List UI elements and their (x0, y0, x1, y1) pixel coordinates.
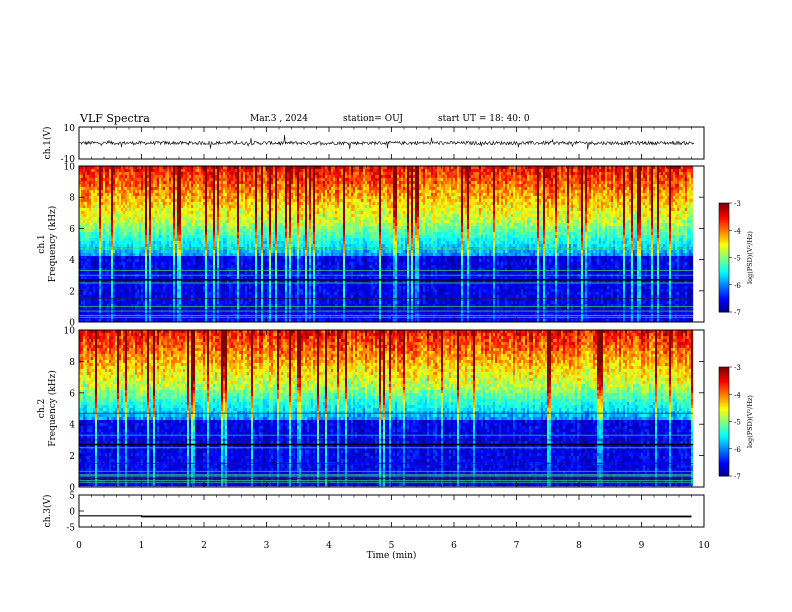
y-tick-label: 2 (69, 287, 75, 297)
colorbar-tick-label: -4 (734, 227, 741, 235)
y-tick-label: 6 (69, 389, 75, 399)
x-tick-label: 1 (139, 541, 145, 551)
y-tick-label: 5 (69, 492, 75, 502)
y-tick-label: 4 (69, 421, 75, 431)
x-tick-label: 7 (514, 541, 520, 551)
colorbar-tick-label: -5 (734, 419, 741, 427)
colorbar-tick-label: -4 (734, 391, 741, 399)
colorbar-tick-label: -3 (734, 364, 741, 372)
colorbar-tick-label: -5 (734, 255, 741, 263)
x-tick-label: 5 (389, 541, 395, 551)
y-axis-label: ch.1(V) (42, 127, 53, 160)
vlf-spectra-figure: 10-10ch.1(V)0246810ch.1 Frequency (kHz)-3… (0, 0, 792, 612)
y-tick-label: 10 (64, 327, 76, 337)
y-tick-label: 6 (69, 225, 75, 235)
y-axis-label: Frequency (kHz) (47, 206, 58, 283)
x-tick-label: 4 (326, 541, 332, 551)
no-data-region (693, 330, 704, 487)
x-tick-label: 10 (698, 541, 710, 551)
y-tick-label: 10 (64, 124, 76, 134)
colorbar-label: log(PSD)(V²/Hz) (746, 395, 754, 448)
y-axis-label: Frequency (kHz) (47, 370, 58, 447)
ch1-spectrogram (79, 166, 704, 322)
colorbar-tick-label: -6 (734, 282, 741, 290)
colorbar-tick-label: -7 (734, 473, 741, 481)
x-tick-label: 3 (264, 541, 270, 551)
x-tick-label: 6 (451, 541, 457, 551)
colorbar-label: log(PSD)(V²/Hz) (746, 231, 754, 284)
colorbar-tick-label: -6 (734, 446, 741, 454)
ch3-thick-band (142, 516, 692, 518)
x-tick-label: 0 (76, 541, 82, 551)
y-tick-label: 8 (69, 358, 75, 368)
colorbar-tick-label: -7 (734, 309, 741, 317)
y-tick-label: 4 (69, 256, 75, 266)
y-tick-label: -5 (66, 524, 75, 534)
ch2-spectrogram (79, 330, 704, 487)
ch1-waveform-series (80, 135, 695, 150)
no-data-region (693, 166, 704, 322)
x-tick-label: 2 (201, 541, 207, 551)
y-axis-label: ch.3(V) (42, 495, 53, 528)
colorbar-tick-label: -3 (734, 200, 741, 208)
y-tick-label: 0 (69, 508, 75, 518)
x-tick-label: 8 (576, 541, 582, 551)
y-tick-label: 8 (69, 194, 75, 204)
x-tick-label: 9 (639, 541, 645, 551)
y-tick-label: 2 (69, 452, 75, 462)
y-tick-label: 10 (64, 163, 76, 173)
y-axis-label: ch.2 (37, 399, 47, 418)
y-axis-label: ch.1 (37, 234, 47, 253)
x-axis-label: Time (min) (367, 550, 417, 561)
